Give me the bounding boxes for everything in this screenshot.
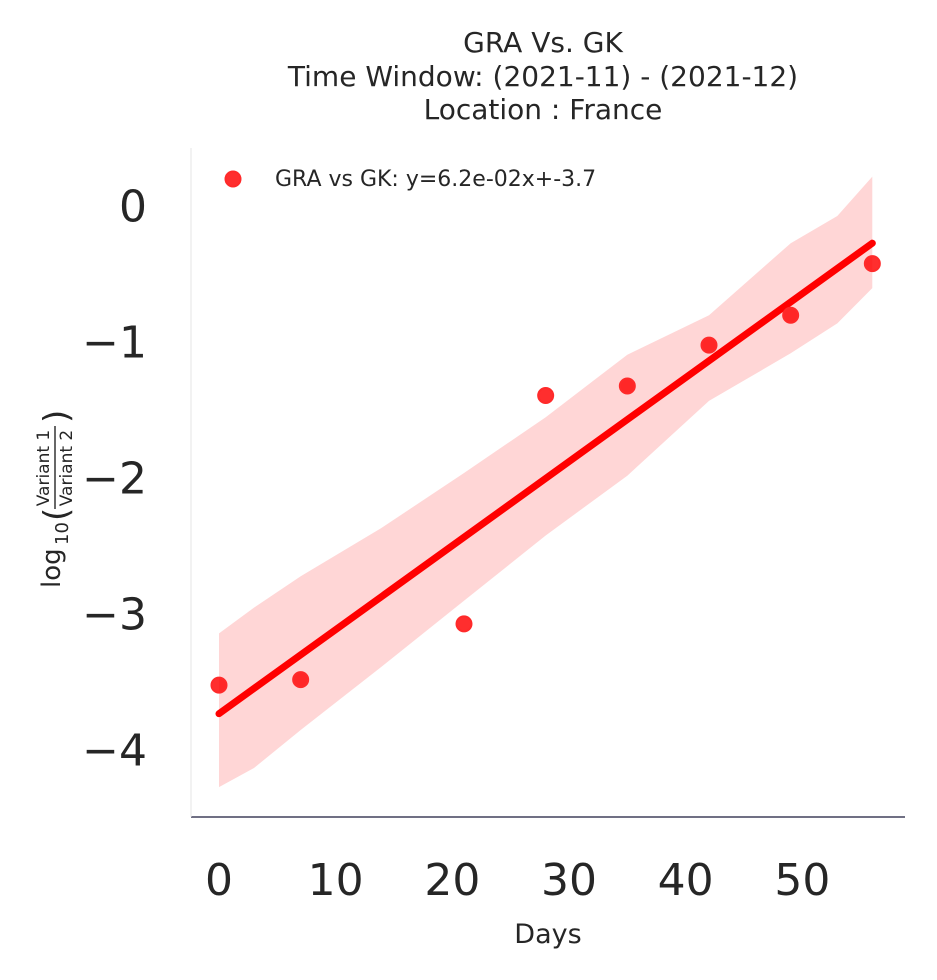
y-label-close-paren: ) xyxy=(37,410,77,423)
y-label-log: log xyxy=(37,548,67,588)
legend: GRA vs GK: y=6.2e-02x+-3.7 xyxy=(224,167,596,192)
data-point-7 xyxy=(782,306,800,324)
y-label-subscript: 10 xyxy=(52,522,73,545)
title-line-2: Time Window: (2021-11) - (2021-12) xyxy=(287,60,798,93)
axes xyxy=(190,148,905,818)
y-tick-label: −3 xyxy=(82,589,147,640)
legend-label: GRA vs GK: y=6.2e-02x+-3.7 xyxy=(275,167,596,192)
y-axis-label: log 10(Variant 1 Variant 2) xyxy=(34,410,77,588)
title-line-1: GRA Vs. GK xyxy=(463,26,623,59)
data-point-2 xyxy=(292,671,310,689)
x-tick-label: 0 xyxy=(205,855,233,906)
x-tick-label: 20 xyxy=(424,855,480,906)
x-tick-label: 40 xyxy=(658,855,714,906)
x-axis-label: Days xyxy=(514,919,581,950)
y-label-numerator: Variant 1 xyxy=(34,430,54,507)
regression-line xyxy=(215,239,876,718)
y-tick-label: −1 xyxy=(82,317,147,368)
y-label-denominator: Variant 2 xyxy=(57,430,77,507)
y-tick-label: −4 xyxy=(82,725,147,776)
x-tick-label: 30 xyxy=(541,855,597,906)
data-points xyxy=(210,255,881,694)
x-tick-labels: 0 10 20 30 40 50 xyxy=(205,855,830,906)
data-point-8 xyxy=(863,255,881,273)
data-point-6 xyxy=(700,336,718,354)
y-tick-label: 0 xyxy=(119,181,147,232)
y-tick-labels: 0 −1 −2 −3 −4 xyxy=(82,181,147,776)
data-point-4 xyxy=(537,386,555,404)
legend-marker xyxy=(224,170,242,188)
y-tick-label: −2 xyxy=(82,453,147,504)
data-point-1 xyxy=(210,676,228,694)
regression-line-group xyxy=(215,239,876,718)
data-point-3 xyxy=(455,615,473,633)
title-line-3: Location : France xyxy=(424,93,663,126)
data-point-5 xyxy=(618,377,636,395)
x-tick-label: 10 xyxy=(308,855,364,906)
x-tick-label: 50 xyxy=(774,855,830,906)
y-label-open-paren: ( xyxy=(37,508,77,521)
